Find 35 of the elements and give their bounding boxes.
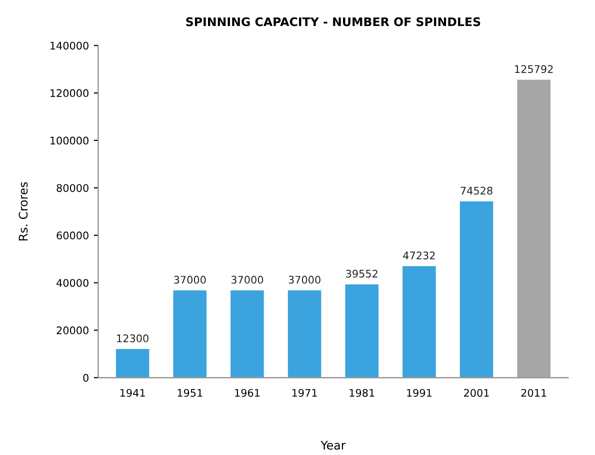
y-tick-label: 100000: [50, 136, 88, 145]
data-label: 39552: [346, 270, 378, 278]
y-tick-label: 60000: [56, 232, 88, 240]
y-tick-label: 40000: [56, 278, 88, 287]
bar: [401, 265, 437, 378]
data-label: 37000: [174, 276, 206, 284]
bar: [114, 348, 150, 378]
bar: [344, 283, 380, 378]
y-axis-title: Rs. Crores: [18, 182, 28, 240]
y-tick-label: 20000: [56, 326, 88, 334]
data-label: 12300: [117, 334, 148, 342]
y-tick-label: 80000: [56, 184, 88, 192]
bar: [286, 289, 322, 378]
x-tick-label: 2001: [464, 388, 489, 397]
y-tick-label: 120000: [50, 89, 88, 98]
data-label: 74528: [460, 186, 492, 195]
y-tick-label: 140000: [50, 42, 88, 50]
data-label: 47232: [403, 252, 435, 260]
bar: [516, 78, 552, 378]
x-tick-label: 2011: [521, 388, 546, 397]
bar: [229, 289, 265, 378]
x-tick-label: 1991: [407, 388, 432, 397]
x-axis-title: Year: [320, 440, 346, 450]
x-tick-label: 1981: [350, 388, 374, 397]
data-label: 125792: [515, 65, 553, 74]
x-tick-label: 1951: [178, 388, 202, 397]
bar: [458, 200, 494, 378]
data-label: 37000: [288, 276, 320, 284]
bar: [172, 289, 208, 378]
y-tick-label: 0: [83, 374, 88, 382]
x-tick-label: 1941: [120, 388, 145, 397]
data-label: 37000: [231, 276, 264, 284]
x-tick-label: 1971: [292, 388, 317, 397]
chart-title: SPINNING CAPACITY - NUMBER OF SPINDLES: [186, 17, 480, 26]
x-tick-label: 1961: [235, 388, 260, 397]
